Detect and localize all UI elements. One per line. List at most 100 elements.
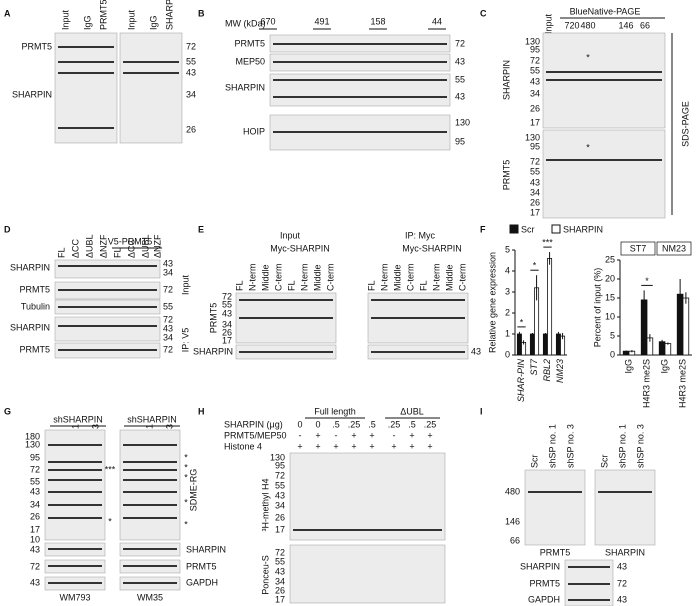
lane-value: + [427, 441, 432, 451]
mw-marker: 43 [617, 594, 627, 604]
mw-marker: 180 [25, 431, 40, 441]
row-label: GAPDH [528, 594, 560, 604]
significance: * [520, 317, 524, 327]
lane-label: FL [286, 280, 296, 291]
cell-line: WM35 [137, 592, 163, 602]
blot [54, 259, 161, 279]
lane-label: ΔUBL [140, 234, 150, 258]
mw-marker: 130 [455, 117, 470, 127]
mw-marker: 26 [30, 511, 40, 521]
lane-value: + [369, 441, 374, 451]
mw-marker: 72 [30, 561, 40, 571]
asterisk: *** [105, 464, 116, 474]
bar [547, 257, 553, 356]
mw-marker: 130 [525, 132, 540, 142]
asterisk: * [184, 462, 188, 472]
blot [289, 544, 446, 604]
y-tick-label: 2 [505, 307, 510, 317]
row-label: PRMT5 [501, 160, 511, 191]
panel-letter: G [4, 406, 11, 416]
mw-marker: 72 [163, 344, 173, 354]
mw-marker: 43 [30, 486, 40, 496]
panel-letter: H [198, 406, 205, 416]
y-tick-label: 1 [505, 328, 510, 338]
lane-label: ΔCC [70, 238, 80, 258]
row-label: PRMT5 [19, 284, 50, 294]
lane-value: + [369, 430, 374, 440]
group-label: Input [280, 230, 301, 240]
blot [44, 429, 106, 541]
mw-marker: 130 [25, 439, 40, 449]
group-box [656, 241, 692, 256]
lane-value: .25 [348, 419, 361, 429]
row-label: PRMT5 [19, 344, 50, 354]
group-label: Full length [314, 406, 356, 416]
panel-letter: A [4, 8, 11, 18]
asterisk: * [184, 519, 188, 529]
lane-value: 0 [315, 419, 320, 429]
mw-marker: 55 [222, 299, 232, 309]
lane-label: C-term [273, 264, 283, 292]
fraction-marker: 44 [432, 16, 442, 26]
mw-marker: 43 [163, 258, 173, 268]
mw-marker: 55 [275, 556, 285, 566]
row-label: Tubulin [21, 301, 50, 311]
lane-value: .5 [332, 419, 340, 429]
x-tick-label: NM23 [555, 359, 565, 383]
mw-marker: 34 [530, 187, 540, 197]
blot [119, 429, 181, 541]
lane-value: + [427, 430, 432, 440]
lane-label: Input [126, 9, 136, 30]
legend-label: SHARPIN [563, 224, 603, 234]
lane-label: FL [56, 247, 66, 258]
lane-label: N-term [431, 264, 441, 292]
y-axis-label: Percent of input (%) [592, 268, 602, 348]
row-label: SHARPIN [225, 82, 265, 92]
bar [529, 333, 535, 356]
size-marker: 146 [618, 20, 633, 30]
mw-marker: 55 [163, 301, 173, 311]
lane-label: C-term [457, 264, 467, 292]
lane-label: ΔCC [126, 238, 136, 258]
bar [664, 343, 672, 356]
row-label: SHARPIN [501, 60, 511, 100]
lane-label: shSP no. 3 [565, 424, 575, 468]
blot-label: ³H-methyl H4 [260, 478, 270, 531]
y-axis-label: Relative gene expression [487, 252, 497, 353]
mw-marker: 72 [275, 547, 285, 557]
mw-marker: 95 [455, 136, 465, 146]
blot [269, 73, 451, 107]
legend-swatch [551, 224, 561, 234]
row-label: PRMT5 [21, 41, 52, 51]
group-label: ΔUBL [400, 406, 424, 416]
lane-label: shSP no. 1 [617, 424, 627, 468]
panel-letter: D [4, 224, 11, 234]
x-tick-label: IgG [659, 359, 669, 374]
x-tick-label: SHAR-PIN [516, 359, 526, 403]
row-label: SHARPIN [12, 89, 52, 99]
row-label: Histone 4 [224, 441, 262, 451]
lane-label: Middle [312, 264, 322, 291]
mw-marker: 26 [186, 124, 196, 134]
asterisk: * [184, 497, 188, 507]
lane-value: + [409, 430, 414, 440]
lane-label: Scr [599, 454, 609, 468]
row-label: SHARPIN [10, 322, 50, 332]
mw-marker: 72 [163, 284, 173, 294]
mw-marker: 26 [530, 197, 540, 207]
lane-label: FL [234, 280, 244, 291]
row-label: PRMT5 [529, 578, 560, 588]
mw-marker: 72 [530, 156, 540, 166]
lane-value: + [333, 441, 338, 451]
asterisk: * [184, 452, 188, 462]
mw-marker: 43 [275, 566, 285, 576]
mw-marker: 72 [617, 578, 627, 588]
blot-label: SHARPIN [605, 547, 645, 557]
mw-marker: 72 [530, 55, 540, 65]
mw-marker: 130 [525, 36, 540, 46]
row-label: SHARPIN [520, 561, 560, 571]
mw-marker: 34 [275, 500, 285, 510]
mw-marker: 17 [222, 335, 232, 345]
lane-label: Input [60, 9, 70, 30]
